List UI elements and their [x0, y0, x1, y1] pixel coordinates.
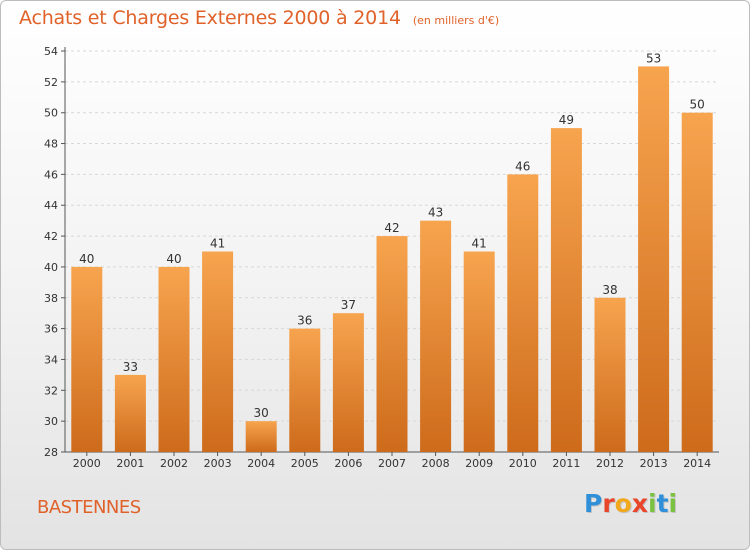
x-tick-label: 2008 [422, 457, 450, 470]
y-tick-label: 42 [44, 230, 58, 243]
commune-name: BASTENNES [37, 497, 141, 518]
x-tick-label: 2011 [552, 457, 580, 470]
data-label: 41 [472, 237, 487, 251]
data-label: 46 [515, 159, 530, 173]
bar [550, 128, 582, 452]
y-tick-label: 30 [44, 415, 58, 428]
logo-letter: i [648, 489, 657, 518]
bar [332, 313, 364, 452]
x-tick-label: 2001 [116, 457, 144, 470]
data-label: 33 [123, 360, 138, 374]
x-tick-label: 2012 [596, 457, 624, 470]
y-tick-label: 32 [44, 384, 58, 397]
bar [594, 297, 626, 452]
x-tick-label: 2000 [73, 457, 101, 470]
y-tick-label: 50 [44, 107, 58, 120]
data-labels: 40 33 40 41 30 36 37 42 43 41 46 49 38 53 50 [79, 51, 705, 420]
bars [71, 66, 713, 452]
logo-letter: t [656, 489, 669, 518]
data-label: 40 [79, 252, 94, 266]
bar [114, 374, 146, 452]
bar [289, 328, 321, 452]
bar [245, 421, 277, 452]
data-label: 36 [297, 314, 312, 328]
data-label: 38 [602, 283, 617, 297]
bar [202, 251, 234, 452]
title-row: Achats et Charges Externes 2000 à 2014 (… [19, 7, 499, 37]
x-tick-label: 2005 [291, 457, 319, 470]
x-tick-label: 2004 [247, 457, 275, 470]
data-label: 50 [690, 98, 705, 112]
y-tick-label: 36 [44, 323, 58, 336]
logo-letter: x [631, 489, 648, 518]
data-label: 30 [254, 406, 269, 420]
y-tick-label: 34 [44, 353, 58, 366]
data-label: 49 [559, 113, 574, 127]
y-tick-label: 44 [44, 199, 58, 212]
bar [376, 236, 408, 452]
data-label: 53 [646, 51, 661, 65]
y-tick-label: 38 [44, 292, 58, 305]
bar [420, 220, 452, 452]
x-tick-label: 2002 [160, 457, 188, 470]
chart-title: Achats et Charges Externes 2000 à 2014 [19, 7, 401, 29]
bar [158, 266, 190, 452]
y-tick-label: 54 [44, 45, 58, 58]
logo-letter: o [614, 489, 632, 518]
logo-letter: r [602, 489, 615, 518]
x-tick-label: 2014 [683, 457, 711, 470]
x-tick-label: 2013 [640, 457, 668, 470]
data-label: 42 [384, 221, 399, 235]
y-tick-label: 46 [44, 168, 58, 181]
bar [507, 174, 539, 452]
y-tick-label: 52 [44, 76, 58, 89]
axes: 28 30 32 34 36 38 40 42 44 46 48 50 52 54 2000 2001 2002… [44, 45, 719, 470]
x-tick-label: 2007 [378, 457, 406, 470]
logo-letter: i [668, 489, 678, 518]
bar [638, 66, 670, 452]
y-tick-label: 40 [44, 261, 58, 274]
y-tick-label: 48 [44, 138, 58, 151]
chart-unit: (en milliers d'€) [412, 14, 500, 27]
logo-letter: P [584, 489, 603, 518]
data-label: 43 [428, 206, 443, 220]
x-tick-label: 2006 [334, 457, 362, 470]
x-tick-label: 2009 [465, 457, 493, 470]
y-tick-label: 28 [44, 446, 58, 459]
bar [681, 112, 713, 452]
x-tick-label: 2010 [509, 457, 537, 470]
data-label: 40 [166, 252, 181, 266]
x-tick-label: 2003 [204, 457, 232, 470]
bar [463, 251, 495, 452]
data-label: 37 [341, 298, 356, 312]
bar [71, 266, 103, 452]
data-label: 41 [210, 237, 225, 251]
